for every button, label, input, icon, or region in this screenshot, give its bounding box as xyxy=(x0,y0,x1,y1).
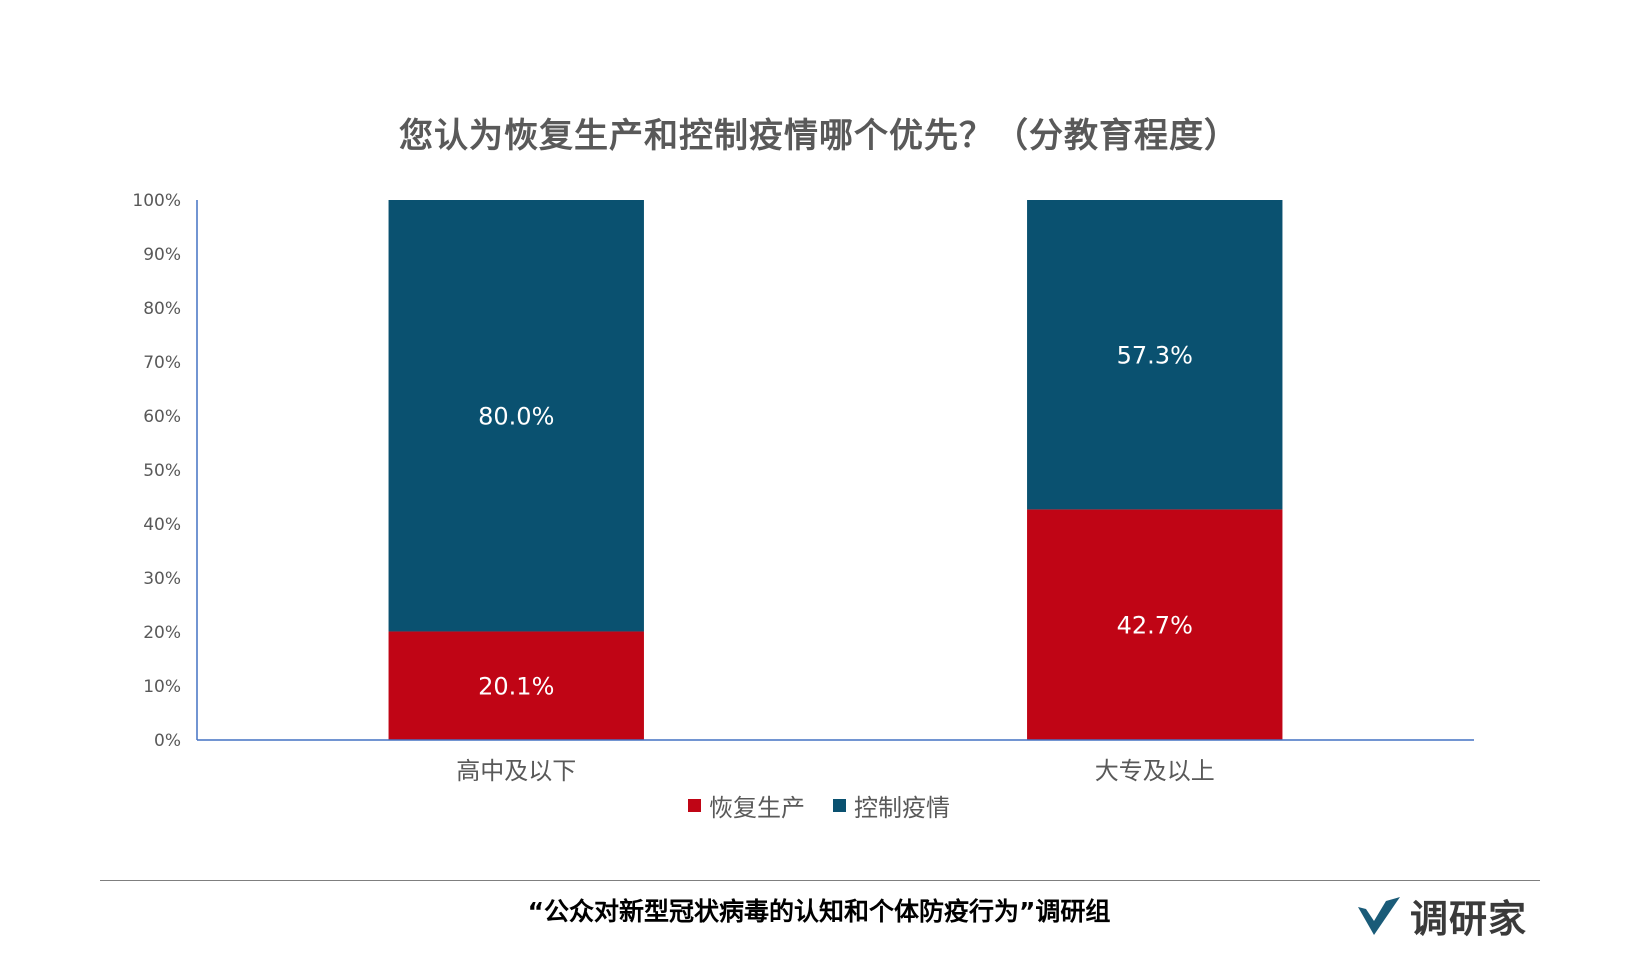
bar-data-label: 80.0% xyxy=(478,403,554,431)
v-check-logo-icon xyxy=(1358,896,1400,935)
legend: 恢复生产 控制疫情 xyxy=(0,788,1638,823)
bar-data-label: 57.3% xyxy=(1117,342,1193,370)
y-tick-label: 50% xyxy=(143,461,181,481)
bar-segment xyxy=(388,631,644,740)
y-tick-label: 60% xyxy=(143,407,181,427)
y-axis-ticks: 0% 10% 20% 30% 40% 50% 60% 70% 80% 90% 100% xyxy=(132,191,181,751)
bar-data-label: 42.7% xyxy=(1117,612,1193,640)
bar-segment xyxy=(1027,509,1283,740)
y-tick-label: 0% xyxy=(154,731,181,751)
legend-item-control: 控制疫情 xyxy=(833,788,950,823)
x-tick-label: 高中及以下 xyxy=(456,757,576,785)
y-tick-label: 10% xyxy=(143,677,181,697)
y-tick-label: 70% xyxy=(143,353,181,373)
bar-segment xyxy=(1027,200,1283,510)
y-tick-label: 30% xyxy=(143,569,181,589)
legend-swatch-recovery xyxy=(688,799,701,812)
legend-item-recovery: 恢复生产 xyxy=(688,788,805,823)
bars xyxy=(388,200,1283,740)
y-tick-label: 100% xyxy=(132,191,181,211)
y-tick-label: 20% xyxy=(143,623,181,643)
chart-title: 您认为恢复生产和控制疫情哪个优先？（分教育程度） xyxy=(399,116,1239,156)
brand-logo: 调研家 xyxy=(1356,888,1527,943)
bar-data-label: 20.1% xyxy=(478,673,554,701)
footer-credit: “公众对新型冠状病毒的认知和个体防疫行为”调研组 xyxy=(527,897,1111,926)
y-tick-label: 90% xyxy=(143,245,181,265)
bar-segment xyxy=(388,200,644,632)
y-tick-label: 40% xyxy=(143,515,181,535)
footer-divider xyxy=(100,880,1540,881)
legend-label-control: 控制疫情 xyxy=(854,794,950,822)
x-axis-labels: 高中及以下 大专及以上 xyxy=(456,757,1215,785)
legend-swatch-control xyxy=(833,799,846,812)
bar-data-labels: 20.1% 80.0% 42.7% 57.3% xyxy=(478,342,1193,701)
brand-name: 调研家 xyxy=(1410,897,1528,941)
x-tick-label: 大专及以上 xyxy=(1095,757,1215,785)
y-tick-label: 80% xyxy=(143,299,181,319)
legend-label-recovery: 恢复生产 xyxy=(709,794,805,822)
